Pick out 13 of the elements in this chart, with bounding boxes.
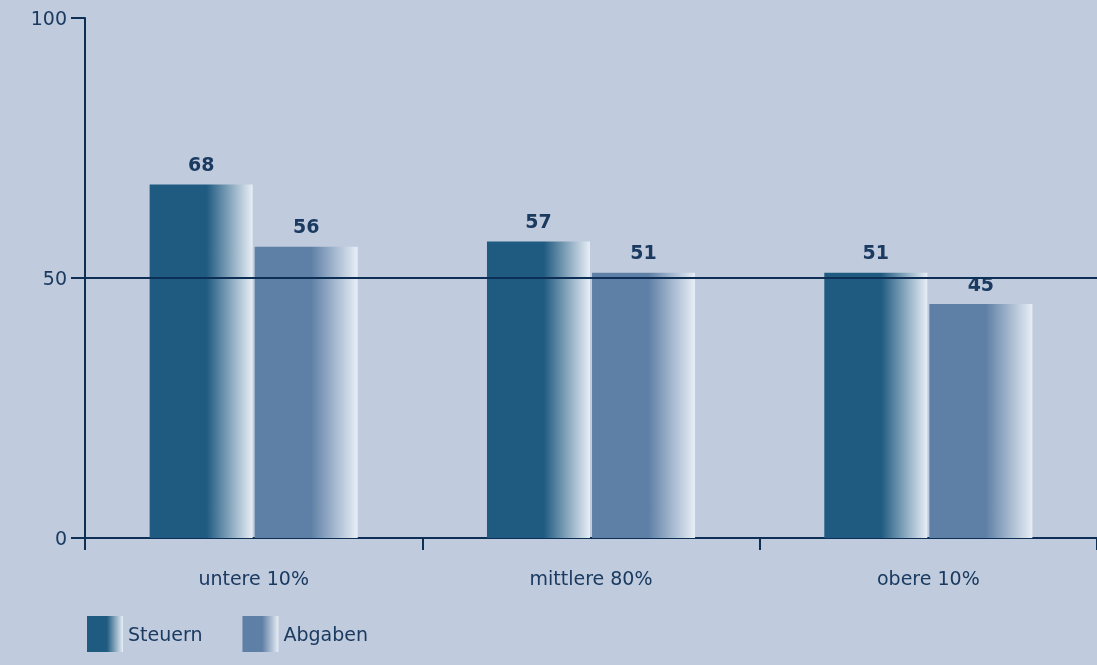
data-label: 51 <box>630 241 657 264</box>
data-label: 68 <box>187 152 215 175</box>
x-tick-label: untere 10% <box>198 566 309 589</box>
y-tick-label: 100 <box>30 7 67 29</box>
x-tick-label: mittlere 80% <box>529 566 653 589</box>
y-tick-label: 50 <box>42 267 67 289</box>
legend-label: Abgaben <box>283 623 369 645</box>
data-label: 56 <box>292 215 320 238</box>
y-tick-label: 0 <box>54 527 67 549</box>
legend-label: Steuern <box>128 623 203 645</box>
data-label: 51 <box>862 241 890 264</box>
data-label: 57 <box>525 210 552 233</box>
x-tick-label: obere 10% <box>876 566 980 589</box>
